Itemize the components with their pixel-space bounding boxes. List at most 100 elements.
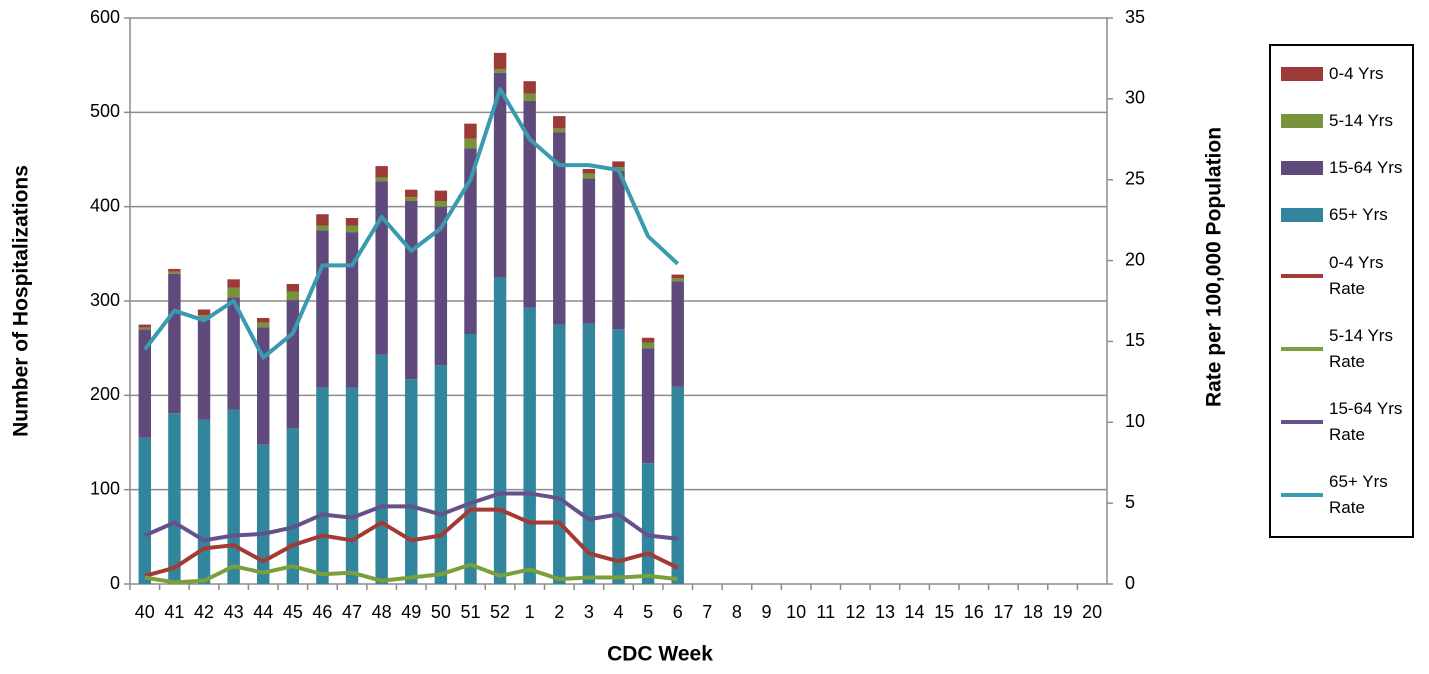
- legend-entry: 65+ Yrs Rate: [1271, 469, 1412, 521]
- legend-entry: 0-4 Yrs: [1271, 61, 1412, 87]
- x-tick-label: 1: [525, 602, 535, 622]
- legend-entry: 5-14 Yrs: [1271, 108, 1412, 134]
- bar-segment: [197, 419, 211, 584]
- bar-segment: [553, 324, 566, 584]
- legend-swatch: [1281, 113, 1323, 128]
- y2-tick-label: 35: [1125, 7, 1145, 27]
- bar-segment: [257, 327, 270, 445]
- legend-swatch-rect: [1281, 161, 1323, 176]
- x-tick-label: 18: [1023, 602, 1043, 622]
- bar-segment: [227, 297, 240, 410]
- bar-segment: [671, 386, 684, 584]
- x-tick-label: 41: [164, 602, 184, 622]
- x-tick-label: 9: [762, 602, 772, 622]
- x-tick-label: 10: [786, 602, 806, 622]
- bar-segment: [405, 197, 418, 202]
- y-tick-label: 100: [90, 478, 120, 498]
- line-series: [144, 491, 678, 543]
- bar-segment: [553, 132, 566, 325]
- bar-segment: [582, 323, 596, 584]
- bar-segment: [523, 81, 536, 94]
- x-tick-label: 15: [934, 602, 954, 622]
- bar-segment: [138, 437, 152, 584]
- x-tick-label: 6: [673, 602, 683, 622]
- bar-segment: [345, 387, 359, 584]
- x-tick-label: 7: [702, 602, 712, 622]
- legend-entry: 5-14 Yrs Rate: [1271, 323, 1412, 375]
- legend-swatch: [1281, 208, 1323, 223]
- bar-segment: [493, 277, 507, 584]
- x-tick-label: 45: [283, 602, 303, 622]
- bar-segment: [582, 168, 596, 174]
- bar-segment: [582, 173, 596, 179]
- bar-segment: [375, 354, 388, 584]
- bar-segment: [197, 319, 211, 420]
- y-tick-label: 400: [90, 195, 120, 215]
- x-tick-label: 3: [584, 602, 594, 622]
- legend-swatch: [1281, 493, 1323, 498]
- bar-segment: [464, 334, 477, 584]
- bar-segment: [375, 166, 388, 178]
- legend-swatch: [1281, 66, 1323, 81]
- bar-segment: [286, 291, 300, 301]
- bar-segment: [375, 181, 388, 355]
- legend-entry: 0-4 Yrs Rate: [1271, 250, 1412, 302]
- x-tick-label: 52: [490, 602, 510, 622]
- bar-segment: [434, 190, 448, 202]
- y-tick-label: 200: [90, 384, 120, 404]
- bar-segment: [671, 274, 684, 279]
- legend-label: 15-64 Yrs: [1329, 158, 1403, 178]
- x-tick-label: 51: [460, 602, 480, 622]
- bar-segment: [345, 225, 359, 233]
- bar-segment: [345, 217, 359, 226]
- bar-segment: [405, 189, 418, 198]
- legend-swatch: [1281, 273, 1323, 278]
- line-series: [143, 87, 680, 360]
- bar-segment: [286, 428, 300, 584]
- bar-segment: [553, 116, 566, 129]
- bar-segment: [582, 178, 596, 324]
- bar-segment: [464, 138, 477, 149]
- bar-segment: [612, 170, 625, 330]
- legend-swatch-rect: [1281, 113, 1323, 128]
- x-tick-label: 11: [816, 602, 835, 622]
- legend-swatch-rect: [1281, 66, 1323, 81]
- bar-segment: [168, 273, 181, 414]
- legend: 0-4 Yrs 5-14 Yrs 15-64 Yrs 65+ Yrs 0-4 Yrs R…: [1269, 44, 1414, 538]
- x-tick-label: 20: [1082, 602, 1102, 622]
- legend-swatch: [1281, 346, 1323, 351]
- bar-segment: [405, 201, 418, 380]
- bar-segment: [138, 327, 152, 330]
- bar-segment: [641, 337, 655, 343]
- bar-segment: [257, 322, 270, 328]
- bar-segment: [612, 161, 625, 168]
- legend-label: 15-64 Yrs Rate: [1329, 399, 1403, 445]
- x-tick-label: 43: [224, 602, 244, 622]
- x-tick-label: 50: [431, 602, 451, 622]
- x-tick-label: 12: [845, 602, 865, 622]
- x-tick-label: 40: [135, 602, 155, 622]
- y2-tick-label: 10: [1125, 411, 1145, 431]
- x-tick-label: 2: [554, 602, 564, 622]
- bar-segment: [434, 201, 448, 207]
- bar-segment: [345, 232, 359, 388]
- bar-segment: [434, 206, 448, 366]
- x-tick-label: 49: [401, 602, 421, 622]
- x-tick-label: 5: [643, 602, 653, 622]
- x-tick-label: 48: [372, 602, 392, 622]
- bar-segment: [286, 300, 300, 429]
- x-tick-label: 8: [732, 602, 742, 622]
- bar-segment: [168, 268, 181, 272]
- legend-swatch-rect: [1281, 208, 1323, 223]
- y-axis-title: Number of Hospitalizations: [10, 165, 33, 437]
- legend-label: 5-14 Yrs: [1329, 110, 1393, 130]
- legend-label: 65+ Yrs Rate: [1329, 472, 1388, 518]
- line-series: [144, 562, 678, 585]
- legend-swatch: [1281, 161, 1323, 176]
- bar-segment: [138, 324, 152, 328]
- bar-segment: [257, 444, 270, 584]
- x-tick-label: 16: [964, 602, 984, 622]
- bar-segment: [523, 93, 536, 102]
- x-tick-label: 44: [253, 602, 273, 622]
- y2-tick-label: 5: [1125, 492, 1135, 512]
